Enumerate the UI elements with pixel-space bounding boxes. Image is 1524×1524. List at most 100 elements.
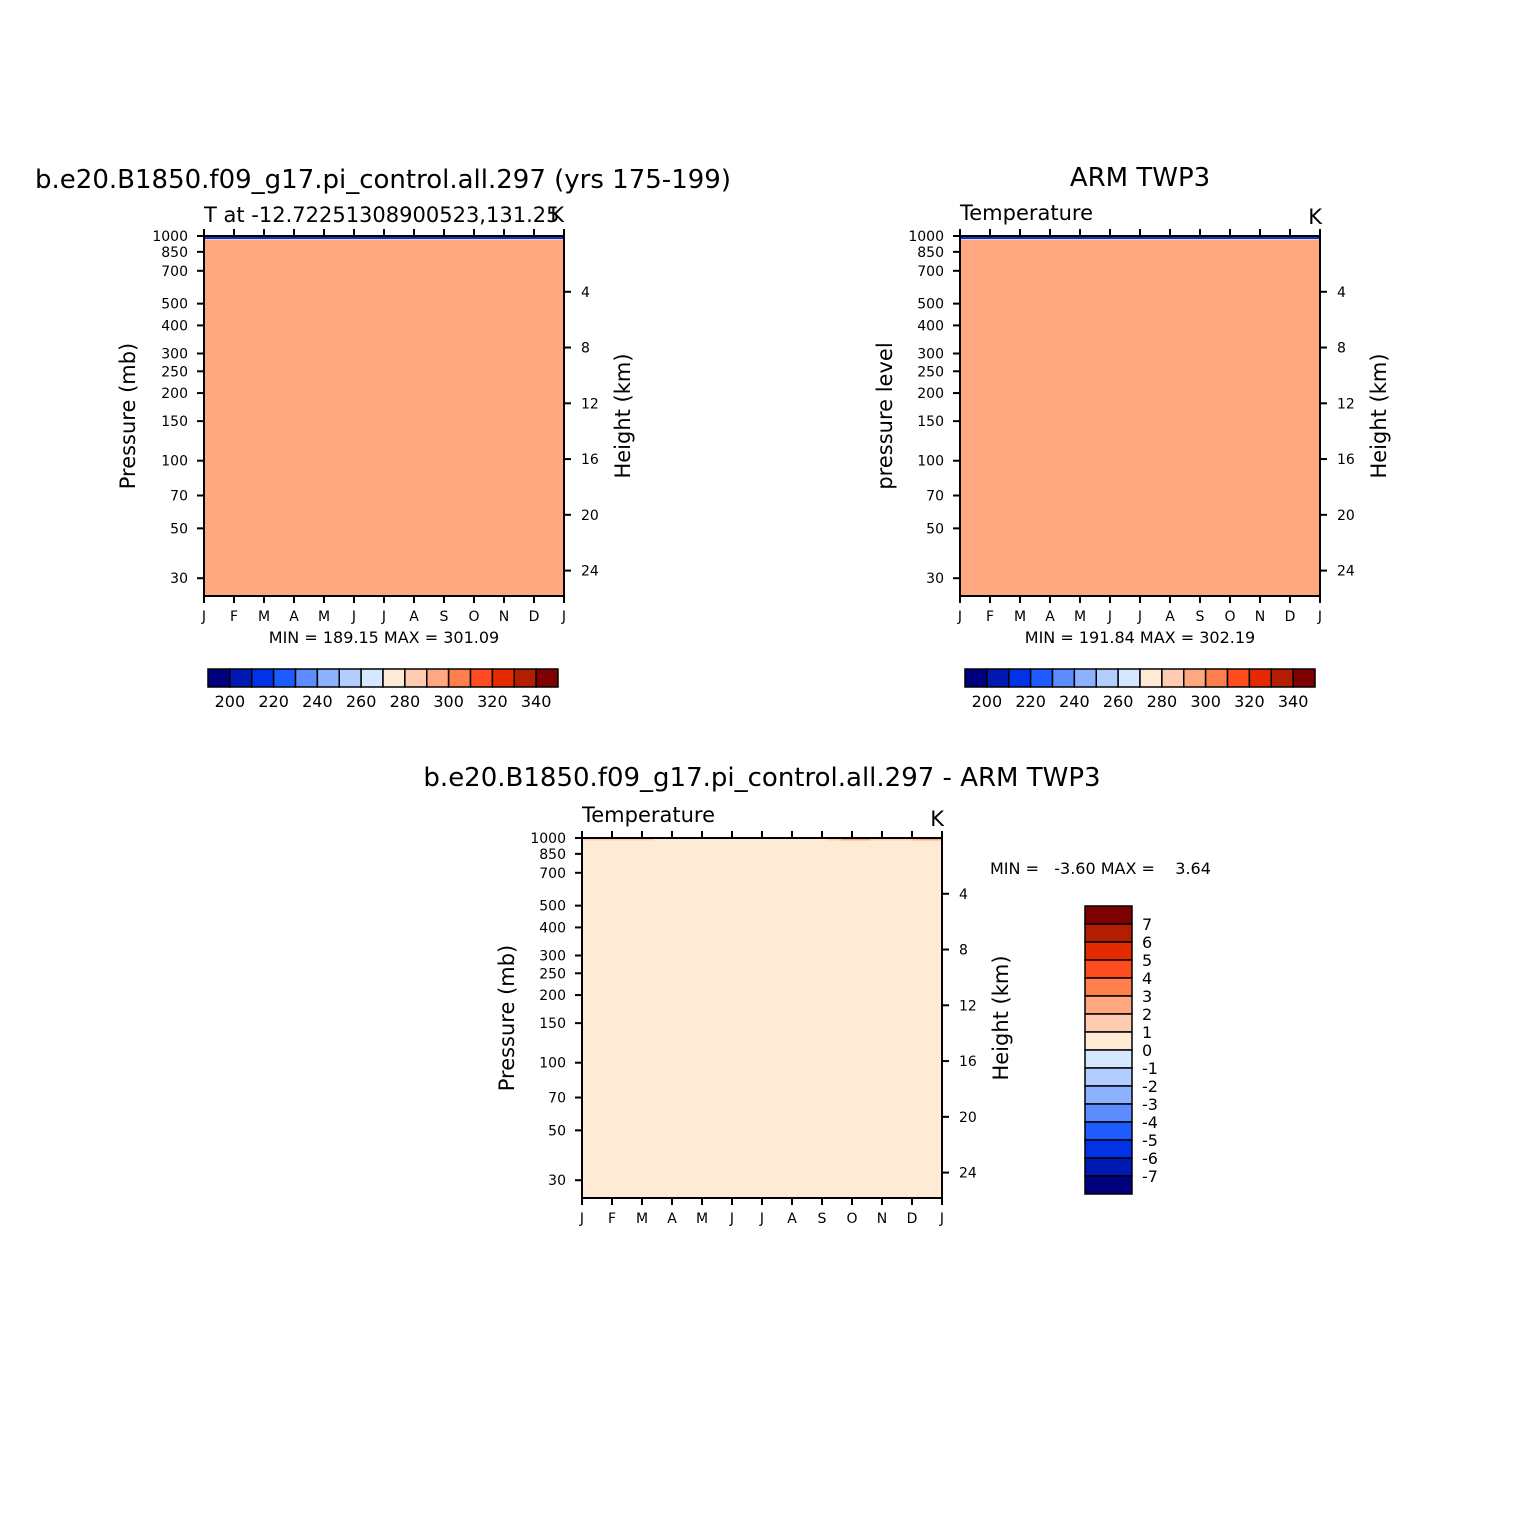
model-left-string: T at -12.72251308900523,131.25 xyxy=(203,203,559,227)
temperature-band-surface xyxy=(960,239,1320,596)
colorbar-box xyxy=(1270,668,1294,688)
colorbar-label: 240 xyxy=(302,692,333,711)
y-tick-label: 700 xyxy=(539,866,566,882)
obs-right-string: K xyxy=(1308,205,1323,229)
y-tick-label: 50 xyxy=(548,1123,566,1139)
x-tick-label: J xyxy=(201,609,206,625)
diff-ylabel-right: Height (km) xyxy=(989,955,1013,1080)
obs-title: ARM TWP3 xyxy=(1070,163,1210,193)
y-tick-label: 70 xyxy=(926,489,944,505)
y-tick-label: 100 xyxy=(917,454,944,470)
colorbar-label: -4 xyxy=(1142,1113,1158,1132)
diff-ylabel: Pressure (mb) xyxy=(495,945,519,1092)
colorbar-box xyxy=(338,668,362,688)
colorbar-box xyxy=(513,668,537,688)
colorbar-box xyxy=(1084,923,1133,943)
y-tick-label: 50 xyxy=(926,521,944,537)
colorbar-label: -7 xyxy=(1142,1167,1158,1186)
diff-region-surface xyxy=(582,840,942,1198)
colorbar-box xyxy=(1084,905,1133,925)
y-tick-right-label: 4 xyxy=(959,887,968,903)
y-tick-right-label: 16 xyxy=(1337,452,1355,468)
x-tick-label: N xyxy=(499,609,509,625)
colorbar-box xyxy=(1084,1175,1133,1195)
diff-title: b.e20.B1850.f09_g17.pi_control.all.297 -… xyxy=(423,763,1100,793)
model-min-max: MIN = 189.15 MAX = 301.09 xyxy=(269,628,499,647)
y-tick-label: 850 xyxy=(917,245,944,261)
model-colorbar: 200 220 240 260 280 300 320 340 xyxy=(207,668,559,711)
colorbar-label: 220 xyxy=(1015,692,1046,711)
x-tick-label: A xyxy=(667,1211,677,1227)
x-tick-label: O xyxy=(1224,609,1235,625)
colorbar-box xyxy=(1084,977,1133,997)
x-tick-label: J xyxy=(561,609,566,625)
x-tick-label: A xyxy=(787,1211,797,1227)
colorbar-label: 300 xyxy=(433,692,464,711)
colorbar-box xyxy=(964,668,988,688)
colorbar-box xyxy=(360,668,384,688)
y-tick-label: 700 xyxy=(917,264,944,280)
colorbar-box xyxy=(1226,668,1251,688)
x-tick-label: A xyxy=(1165,609,1175,625)
colorbar-box xyxy=(1084,1121,1133,1141)
colorbar-label: 2 xyxy=(1142,1005,1152,1024)
y-tick-right-label: 12 xyxy=(959,998,977,1014)
colorbar-box xyxy=(1084,1085,1133,1105)
colorbar-label: -1 xyxy=(1142,1059,1158,1078)
colorbar-label: 300 xyxy=(1190,692,1221,711)
obs-colorbar: 200 220 240 260 280 300 320 340 xyxy=(964,668,1316,711)
y-tick-right-label: 12 xyxy=(581,396,599,412)
colorbar-box xyxy=(447,668,472,688)
model-right-string: K xyxy=(550,203,565,227)
colorbar-label: 260 xyxy=(1103,692,1134,711)
colorbar-label: 340 xyxy=(1278,692,1309,711)
colorbar-label: 340 xyxy=(521,692,552,711)
colorbar-box xyxy=(426,668,450,688)
colorbar-label: 7 xyxy=(1142,915,1152,934)
colorbar-label: -6 xyxy=(1142,1149,1158,1168)
y-tick-label: 250 xyxy=(917,364,944,380)
x-tick-label: M xyxy=(318,609,330,625)
y-tick-label: 30 xyxy=(170,571,188,587)
colorbar-box xyxy=(251,668,275,688)
x-tick-label: S xyxy=(1196,609,1205,625)
colorbar-label: 220 xyxy=(258,692,289,711)
y-tick-label: 500 xyxy=(917,297,944,313)
y-tick-label: 400 xyxy=(539,920,566,936)
colorbar-label: 240 xyxy=(1059,692,1090,711)
model-title: b.e20.B1850.f09_g17.pi_control.all.297 (… xyxy=(35,165,731,195)
x-tick-label: O xyxy=(468,609,479,625)
y-tick-right-label: 20 xyxy=(581,508,599,524)
y-tick-label: 150 xyxy=(917,414,944,430)
y-tick-label: 150 xyxy=(161,414,188,430)
x-tick-label: J xyxy=(1317,609,1322,625)
x-tick-label: N xyxy=(1255,609,1265,625)
model-ylabel-right: Height (km) xyxy=(611,353,635,478)
x-tick-label: D xyxy=(1285,609,1296,625)
colorbar-label: 200 xyxy=(972,692,1003,711)
diff-right-string: K xyxy=(930,807,945,831)
x-tick-label: M xyxy=(1074,609,1086,625)
y-tick-right-label: 4 xyxy=(1337,285,1346,301)
y-tick-right-label: 20 xyxy=(1337,508,1355,524)
x-tick-label: A xyxy=(1045,609,1055,625)
colorbar-box xyxy=(1051,668,1076,688)
colorbar-box xyxy=(382,668,406,688)
colorbar-box xyxy=(986,668,1010,688)
colorbar-label: 4 xyxy=(1142,969,1152,988)
y-tick-right-label: 16 xyxy=(581,452,599,468)
x-tick-label: J xyxy=(1107,609,1112,625)
x-tick-label: S xyxy=(818,1211,827,1227)
panel-diff: b.e20.B1850.f09_g17.pi_control.all.297 -… xyxy=(423,763,1210,1227)
x-tick-label: A xyxy=(289,609,299,625)
x-tick-label: F xyxy=(230,609,238,625)
model-axes: J F M A M J J A S O N D J 30 50 70 100 150 200 250 300 400 500… xyxy=(152,229,599,625)
colorbar-box xyxy=(1073,668,1097,688)
diff-min-max: MIN = -3.60 MAX = 3.64 xyxy=(990,859,1211,878)
colorbar-box xyxy=(1029,668,1054,688)
x-tick-label: M xyxy=(636,1211,648,1227)
y-tick-right-label: 12 xyxy=(1337,396,1355,412)
y-tick-right-label: 4 xyxy=(581,285,590,301)
colorbar-label: -2 xyxy=(1142,1077,1158,1096)
y-tick-label: 400 xyxy=(161,318,188,334)
